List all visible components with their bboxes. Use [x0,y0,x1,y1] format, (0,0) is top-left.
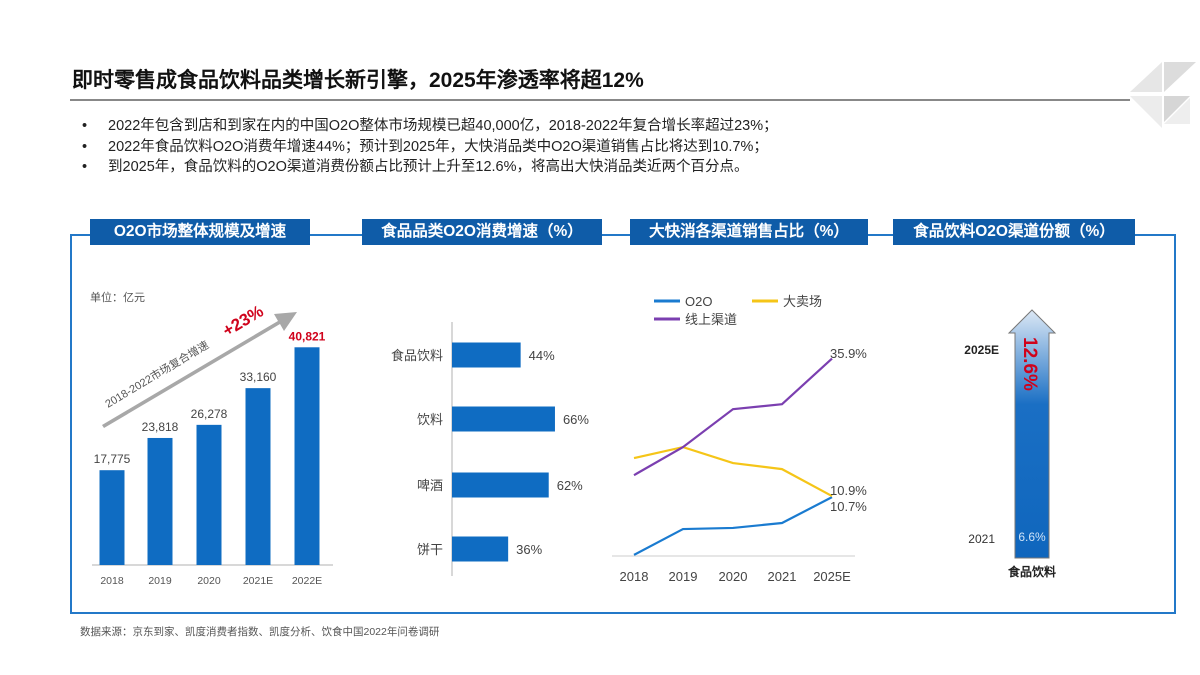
x-tick-label: 2025E [813,569,851,584]
title-divider [70,99,1130,101]
x-tick-label: 2021 [768,569,797,584]
chart1-header: O2O市场整体规模及增速 [90,219,310,245]
end-value-label: 10.7% [830,499,867,514]
data-label: 44% [529,348,555,363]
unit-label: 单位：亿元 [90,290,145,304]
data-label: 23,818 [142,420,179,434]
x-tick-label: 2021E [243,575,273,587]
year-label: 2021 [968,532,995,546]
end-value-label: 35.9% [830,346,867,361]
x-tick-label: 2022E [292,575,322,587]
share-arrow-icon [1007,309,1057,559]
data-label: 62% [557,478,583,493]
category-label: 食品饮料 [1007,564,1056,579]
legend-label: 线上渠道 [685,312,737,327]
bar [452,342,521,368]
value-label: 6.6% [1018,530,1046,544]
bar [196,424,222,565]
series-line [633,357,833,477]
x-tick-label: 2019 [148,575,172,587]
x-tick-label: 2020 [197,575,221,587]
bar [147,437,173,565]
end-value-label: 10.9% [830,483,867,498]
data-label: 26,278 [191,407,228,421]
x-tick-label: 2018 [100,575,124,587]
category-label: 啤酒 [417,478,443,493]
bar [99,470,125,565]
category-label: 食品饮料 [391,348,443,363]
legend-label: O2O [685,294,712,309]
value-label: 12.6% [1019,337,1040,391]
bullet-item: 到2025年，食品饮料的O2O渠道消费份额占比预计上升至12.6%，将高出大快消… [82,157,778,178]
series-line [633,496,833,556]
bar [294,347,320,565]
chart2-header: 食品品类O2O消费增速（%） [362,219,602,245]
bar [452,406,555,432]
data-label: 17,775 [94,452,131,466]
data-label: 36% [516,542,542,557]
bullet-item: 2022年包含到店和到家在内的中国O2O整体市场规模已超40,000亿，2018… [82,116,778,137]
brand-logo-icon [1130,62,1196,128]
legend-label: 大卖场 [783,294,822,309]
data-label: 33,160 [240,370,277,384]
page-title: 即时零售成食品饮料品类增长新引擎，2025年渗透率将超12% [72,69,644,92]
x-tick-label: 2019 [669,569,698,584]
category-label: 饮料 [417,412,443,427]
chart3-header: 大快消各渠道销售占比（%） [630,219,868,245]
data-label: 40,821 [289,329,326,343]
summary-bullets: 2022年包含到店和到家在内的中国O2O整体市场规模已超40,000亿，2018… [82,116,778,178]
chart4-header: 食品饮料O2O渠道份额（%） [893,219,1135,245]
category-label: 饼干 [417,542,443,557]
bar [452,536,509,562]
series-line [633,445,833,498]
bar [245,388,271,565]
data-source: 数据来源：京东到家、凯度消费者指数、凯度分析、饮食中国2022年问卷调研 [80,626,440,638]
charts-panel [70,234,1176,614]
x-tick-label: 2018 [620,569,649,584]
data-label: 66% [563,412,589,427]
year-label: 2025E [964,343,999,357]
x-tick-label: 2020 [719,569,748,584]
growth-arrow-icon [102,312,297,428]
bullet-item: 2022年食品饮料O2O消费年增速44%；预计到2025年，大快消品类中O2O渠… [82,137,778,158]
bar [452,472,549,498]
